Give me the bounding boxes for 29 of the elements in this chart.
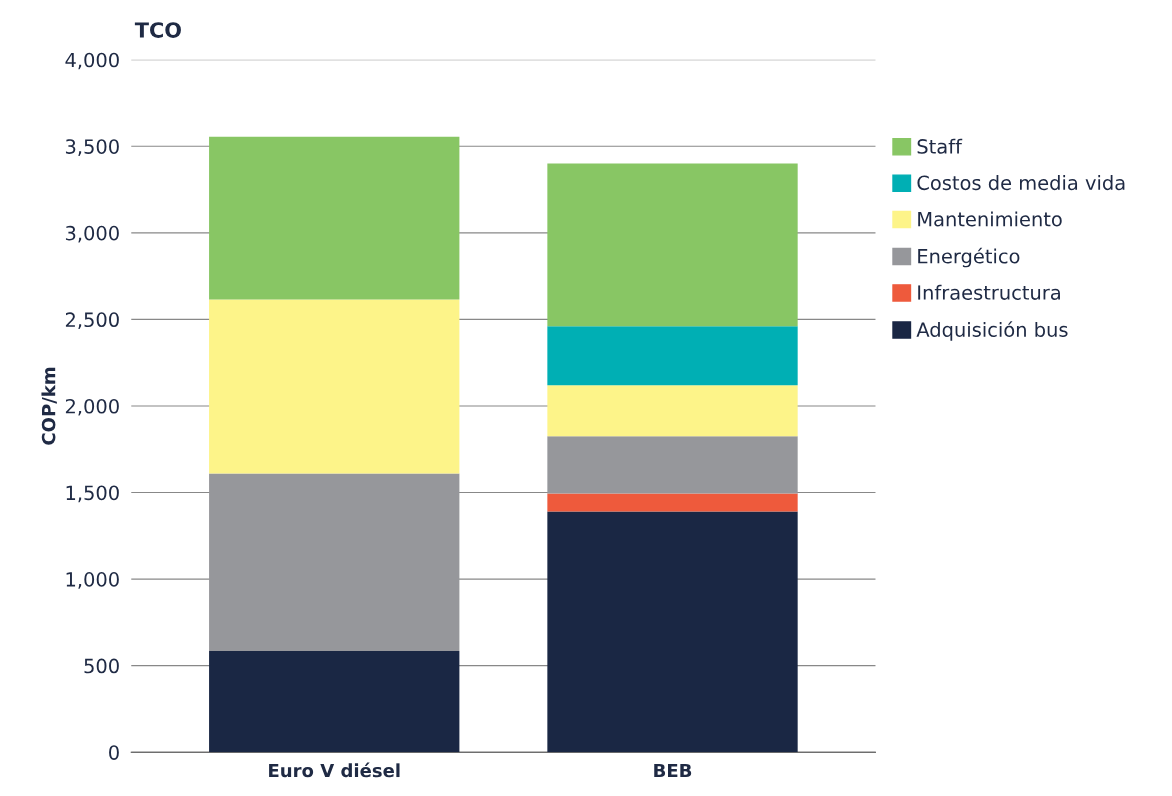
y-tick-label: 1,500 [66,485,119,503]
x-tick-label: Euro V diésel [269,762,400,778]
bar [209,473,460,651]
y-tick-label: 3,500 [65,139,119,156]
bar [547,385,798,437]
legend-label: Staff [917,138,963,154]
bar [547,511,798,753]
bar [209,136,460,300]
y-tick-label: 500 [84,658,119,674]
bar [547,326,798,386]
bar [547,163,798,327]
y-axis-title: COP/km [41,367,57,445]
y-tick-label: 2,000 [65,398,119,416]
legend-label: Infraestructura [918,284,1060,300]
legend-label: Mantenimiento [918,211,1062,227]
bar [209,299,460,474]
legend-label: Adquisición bus [916,321,1068,341]
y-tick-label: 0 [109,745,119,760]
bar [547,436,798,494]
y-tick-label: 3,000 [65,225,119,243]
bar [547,493,798,512]
legend-label: Energético [918,247,1020,268]
y-tick-label: 1,000 [66,572,119,589]
y-tick-label: 4,000 [65,52,119,70]
legend-label: Costos de media vida [917,175,1125,191]
bar [209,650,460,753]
x-tick-label: BEB [654,763,692,778]
y-tick-label: 2,500 [65,312,119,330]
chart-title: TCO [134,22,181,38]
